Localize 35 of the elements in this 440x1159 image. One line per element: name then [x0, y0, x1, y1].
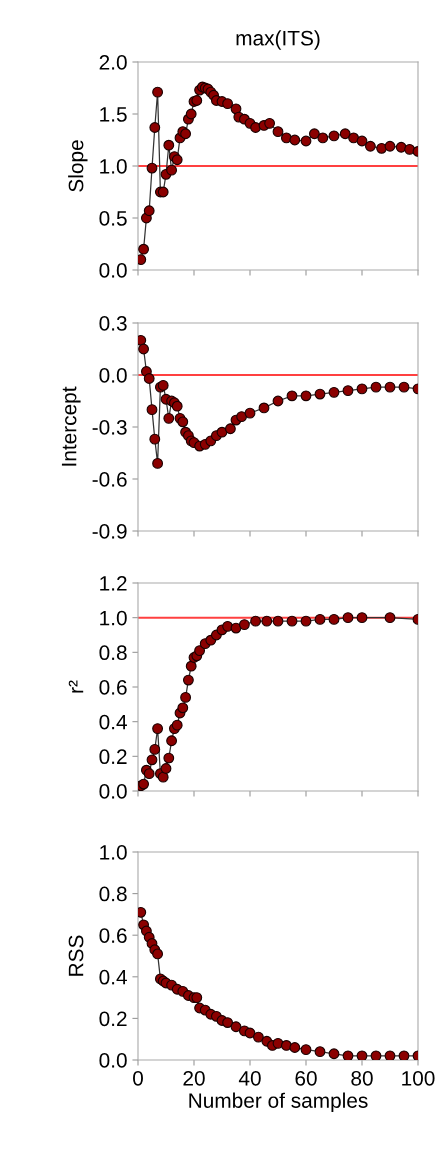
y-tick-label: 0.4	[99, 969, 127, 985]
x-tick-label: 40	[238, 1070, 261, 1086]
y-tick-label: 0.8	[99, 645, 127, 661]
y-tick-label: 0.2	[99, 749, 127, 765]
y-tick-label: 1.0	[100, 845, 127, 860]
y-tick-label: 0.6	[99, 680, 127, 695]
y-axis-title: Intercept	[61, 386, 81, 466]
y-tick-label: 0.0	[99, 263, 127, 278]
y-tick-label: 0.8	[99, 886, 127, 902]
y-tick-label: 0.0	[99, 1053, 127, 1068]
x-tick-label: 80	[351, 1070, 373, 1086]
y-axis-title: RSS	[68, 935, 84, 976]
y-tick-label: 0.3	[99, 316, 127, 331]
y-tick-label: -0.9	[92, 524, 127, 539]
y-tick-label: 0.0	[99, 368, 127, 383]
y-tick-label: 1.5	[100, 107, 127, 122]
x-tick-label: 100	[402, 1070, 435, 1086]
x-tick-label: 20	[183, 1070, 205, 1086]
y-tick-label: 0.0	[99, 784, 127, 799]
y-tick-label: 2.0	[99, 55, 127, 70]
y-tick-label: 0.6	[99, 928, 127, 943]
y-tick-label: 0.4	[99, 714, 127, 730]
y-tick-label: 1.2	[100, 576, 127, 591]
x-tick-label: 60	[295, 1070, 317, 1086]
y-tick-label: 1.0	[100, 159, 127, 174]
y-tick-label: 0.5	[99, 211, 127, 226]
chart-title: max(ITS)	[236, 30, 320, 50]
x-axis-title: Number of samples	[189, 1092, 368, 1113]
x-tick-label: 0	[133, 1070, 143, 1086]
y-tick-label: -0.3	[92, 420, 127, 435]
y-tick-label: 0.2	[99, 1011, 127, 1027]
y-axis-title: Slope	[68, 140, 88, 192]
y-tick-label: 1.0	[100, 610, 127, 626]
y-tick-label: -0.6	[92, 472, 127, 487]
y-axis-title: r²	[68, 680, 84, 693]
